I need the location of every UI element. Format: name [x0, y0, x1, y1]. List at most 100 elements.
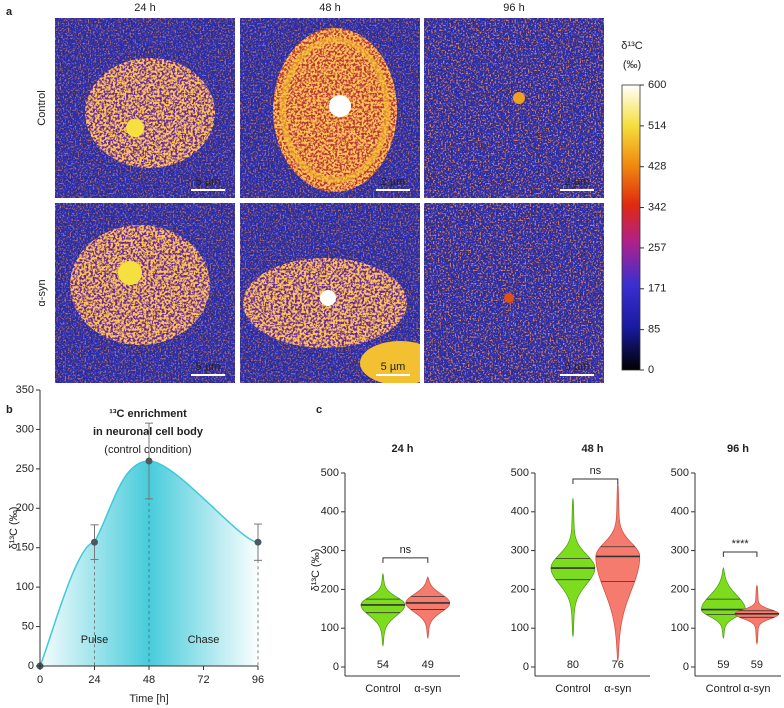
y-tick-label: 100	[671, 622, 689, 634]
y-tick-label: 500	[321, 467, 339, 479]
line	[39, 460, 259, 667]
count-label: 54	[377, 659, 389, 671]
significance-bracket	[572, 478, 619, 484]
count-label: 49	[422, 659, 434, 671]
nucleolus	[118, 261, 142, 285]
y-tick-label: 300	[511, 545, 529, 557]
column-label: 24 h	[134, 2, 155, 14]
y-tick-label: 300	[321, 545, 339, 557]
violin-body	[360, 572, 406, 647]
nucleolus	[329, 95, 351, 117]
y-tick-label: 350	[16, 384, 34, 396]
scale-bar-label: 5 µm	[565, 361, 590, 373]
colorbar-tick-label: 257	[648, 242, 666, 254]
y-tick-label: 200	[321, 583, 339, 595]
y-tick-label: 50	[22, 620, 34, 632]
y-tick-label: 500	[671, 467, 689, 479]
colorbar	[621, 84, 641, 371]
scale-bar-label: 2 µm	[381, 176, 406, 188]
count-label: 80	[567, 659, 579, 671]
significance-bracket	[382, 557, 429, 563]
x-tick-label: 0	[37, 674, 43, 686]
chart-title: 24 h	[391, 443, 413, 455]
y-tick-label: 500	[511, 467, 529, 479]
row-label: α-syn	[36, 279, 48, 306]
y-tick-label: 250	[16, 463, 34, 475]
y-tick-label: 100	[321, 622, 339, 634]
significance-label: ****	[732, 538, 750, 550]
scale-bar-label: 5 µm	[381, 361, 406, 373]
count-label: 76	[612, 659, 624, 671]
chart-title: (control condition)	[104, 444, 191, 456]
point	[145, 457, 153, 465]
y-tick-label: 400	[321, 506, 339, 518]
panel-label: b	[6, 404, 13, 416]
nucleolus	[504, 293, 514, 303]
y-tick-label: 100	[511, 622, 529, 634]
y-tick-label: 200	[16, 502, 34, 514]
chart-title: 96 h	[727, 443, 749, 455]
y-tick-label: 0	[333, 661, 339, 673]
scale-bar-label: 5 µm	[196, 361, 221, 373]
micrograph	[240, 203, 420, 383]
y-tick-label: 0	[683, 661, 689, 673]
violin-body	[405, 576, 451, 640]
count-label: 59	[717, 659, 729, 671]
panel-label: c	[316, 404, 322, 416]
panel-label: a	[6, 6, 13, 18]
y-tick-label: 200	[671, 583, 689, 595]
colorbar-tick-label: 342	[648, 201, 666, 213]
x-axis-label: Time [h]	[129, 693, 168, 705]
scale-bar-label: 2 µm	[565, 176, 590, 188]
y-tick-label: 400	[671, 506, 689, 518]
x-tick-label: 48	[143, 674, 155, 686]
image-noise	[424, 203, 604, 383]
micrograph	[240, 18, 420, 198]
micrograph	[55, 18, 235, 198]
significance-bracket	[722, 551, 758, 558]
y-tick-label: 0	[523, 661, 529, 673]
row-label: Control	[36, 90, 48, 125]
y-tick-label: 400	[511, 506, 529, 518]
y-axis-label: δ¹³C (‰)	[310, 549, 322, 592]
cell-noise	[85, 58, 215, 168]
colorbar-tick-label: 600	[648, 79, 666, 91]
nucleolus	[320, 290, 336, 306]
colorbar-tick-label: 171	[648, 283, 666, 295]
nucleolus	[513, 92, 525, 104]
x-tick-label: Control	[365, 683, 400, 695]
colorbar-tick-label: 514	[648, 120, 666, 132]
violin-body	[595, 482, 641, 662]
chart-title: ¹³C enrichment	[109, 408, 187, 420]
point	[91, 538, 98, 546]
x-tick-label: Control	[555, 683, 590, 695]
point	[254, 538, 262, 546]
chart-title: in neuronal cell body	[93, 426, 204, 438]
y-tick-label: 100	[16, 581, 34, 593]
x-tick-label: 96	[252, 674, 264, 686]
significance-label: ns	[590, 465, 602, 477]
y-axis-label: δ¹³C (‰)	[8, 507, 20, 550]
micrograph	[424, 203, 604, 383]
x-tick-label: α-syn	[414, 683, 441, 695]
y-tick-label: 300	[671, 545, 689, 557]
cell-noise	[70, 225, 210, 345]
image-noise	[424, 18, 604, 198]
column-label: 96 h	[503, 2, 524, 14]
count-label: 59	[751, 659, 763, 671]
y-tick-label: 200	[511, 583, 529, 595]
colorbar-title: (‰)	[623, 59, 641, 71]
column-label: 48 h	[319, 2, 340, 14]
significance-label: ns	[400, 544, 412, 556]
y-tick-label: 150	[16, 542, 34, 554]
x-tick-label: α-syn	[604, 683, 631, 695]
micrograph	[55, 203, 235, 383]
colorbar-tick-label: 85	[648, 324, 660, 336]
x-tick-label: 24	[88, 674, 100, 686]
scale-bar-label: 5 µm	[196, 176, 221, 188]
x-tick-label: 72	[197, 674, 209, 686]
annotation: Chase	[188, 634, 220, 646]
colorbar-title: δ¹³C	[621, 40, 642, 52]
x-tick-label: Control	[706, 683, 741, 695]
